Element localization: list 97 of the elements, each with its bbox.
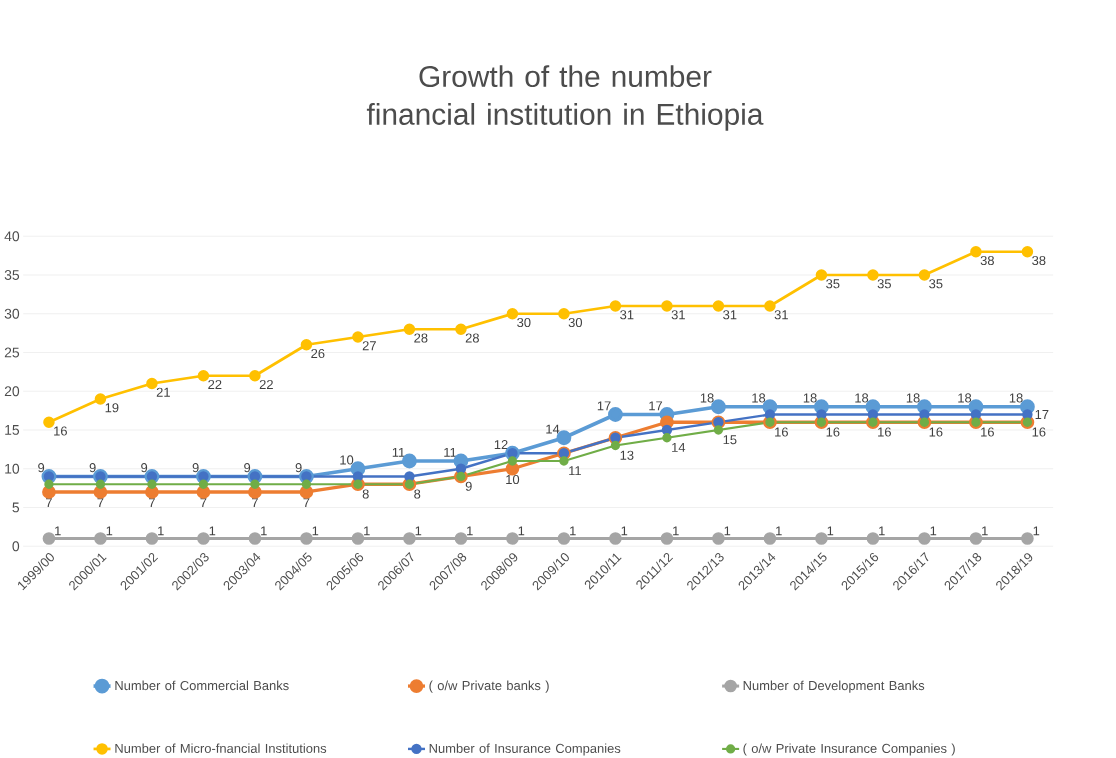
data-label: 9 — [141, 462, 148, 473]
data-label: 26 — [311, 348, 325, 358]
data-label: 17 — [1035, 409, 1049, 419]
data-label: 28 — [414, 333, 428, 343]
data-label: 1 — [467, 526, 473, 536]
legend-label: Number of Micro-fnancial Institutions — [115, 743, 327, 753]
data-label: 1 — [621, 526, 628, 536]
data-label: 10 — [506, 474, 520, 484]
data-label: 7 — [97, 498, 104, 507]
data-label: 9 — [192, 462, 199, 473]
data-label: 1 — [312, 526, 319, 536]
legend-label: Number of Commercial Banks — [115, 680, 289, 690]
data-label: 19 — [105, 403, 119, 413]
data-label: 38 — [1032, 255, 1046, 265]
data-label: 1 — [776, 526, 782, 536]
y-tick-label: 5 — [12, 502, 20, 513]
y-tick-label: 0 — [12, 541, 20, 552]
data-label: 13 — [620, 450, 634, 460]
data-label: 1 — [570, 526, 576, 536]
data-label: 1 — [55, 526, 61, 536]
data-label: 7 — [303, 498, 310, 507]
data-label: 1 — [827, 526, 834, 536]
data-label: 18 — [958, 393, 972, 403]
data-label: 10 — [340, 455, 354, 465]
y-tick-label: 10 — [5, 463, 20, 474]
data-label: 1 — [261, 526, 267, 536]
data-label: 1 — [415, 526, 422, 536]
data-label: 30 — [517, 317, 531, 327]
data-label: 27 — [362, 341, 376, 351]
data-label: 21 — [156, 387, 170, 397]
data-label: 16 — [826, 427, 840, 437]
data-label: 16 — [1032, 427, 1046, 437]
data-label: 11 — [444, 447, 457, 457]
data-label: 16 — [878, 427, 891, 437]
data-label: 12 — [494, 439, 508, 449]
data-label: 31 — [723, 310, 737, 320]
data-label: 8 — [362, 489, 369, 499]
y-tick-label: 30 — [4, 308, 20, 319]
data-label: 7 — [252, 498, 258, 507]
data-label: 7 — [200, 498, 207, 507]
data-label: 1 — [364, 526, 370, 536]
data-label: 16 — [775, 427, 788, 437]
data-label: 22 — [259, 379, 273, 389]
data-label: 9 — [89, 462, 96, 473]
data-label: 31 — [671, 310, 685, 320]
data-label: 16 — [929, 427, 943, 437]
data-label: 1 — [518, 526, 525, 536]
data-label: 1 — [106, 526, 113, 536]
data-label: 9 — [244, 462, 251, 473]
data-label: 14 — [546, 424, 560, 434]
data-label: 18 — [855, 393, 869, 403]
data-label: 1 — [209, 526, 216, 536]
data-label: 18 — [1009, 393, 1023, 403]
data-label: 38 — [980, 255, 994, 265]
data-label: 1 — [982, 526, 988, 536]
data-label: 16 — [54, 426, 67, 436]
data-label: 1 — [1033, 526, 1040, 536]
data-label: 18 — [752, 393, 766, 403]
data-label: 35 — [929, 279, 943, 289]
data-label: 35 — [877, 279, 891, 289]
y-tick-label: 20 — [4, 386, 20, 397]
data-label: 1 — [724, 526, 731, 536]
data-label: 16 — [981, 427, 994, 437]
data-label: 28 — [465, 333, 479, 343]
data-label: 18 — [906, 393, 920, 403]
chart-title: Growth of the number financial institution in Ethiopia — [366, 64, 764, 131]
legend-label: Number of Development Banks — [743, 680, 925, 693]
data-label: 17 — [649, 401, 663, 411]
data-label: 11 — [569, 466, 581, 475]
data-label: 18 — [803, 393, 817, 403]
y-tick-label: 40 — [4, 231, 20, 242]
y-tick-label: 35 — [4, 269, 20, 280]
y-tick-label: 15 — [5, 424, 20, 435]
data-label: 9 — [38, 462, 45, 473]
data-label: 9 — [465, 481, 472, 491]
data-label: 1 — [879, 526, 885, 536]
data-label: 17 — [597, 401, 611, 411]
data-label: 8 — [414, 489, 421, 499]
legend-label: ( o/w Private Insurance Companies ) — [743, 743, 955, 756]
legend-label: ( o/w Private banks ) — [429, 680, 549, 693]
legend-label: Number of Insurance Companies — [429, 743, 621, 756]
data-label: 15 — [723, 435, 737, 445]
data-label: 1 — [930, 526, 937, 536]
data-label: 1 — [673, 526, 679, 536]
data-label: 31 — [620, 310, 634, 320]
data-label: 9 — [295, 462, 302, 473]
y-tick-label: 25 — [4, 347, 20, 358]
data-label: 18 — [700, 393, 714, 403]
data-label: 11 — [392, 447, 405, 457]
data-label: 35 — [826, 279, 840, 289]
data-label: 14 — [672, 442, 686, 452]
data-label: 1 — [158, 526, 164, 536]
data-label: 31 — [774, 310, 788, 320]
data-label: 22 — [208, 379, 222, 389]
data-label: 7 — [46, 498, 52, 507]
data-label: 7 — [149, 498, 155, 507]
data-label: 30 — [568, 317, 583, 327]
